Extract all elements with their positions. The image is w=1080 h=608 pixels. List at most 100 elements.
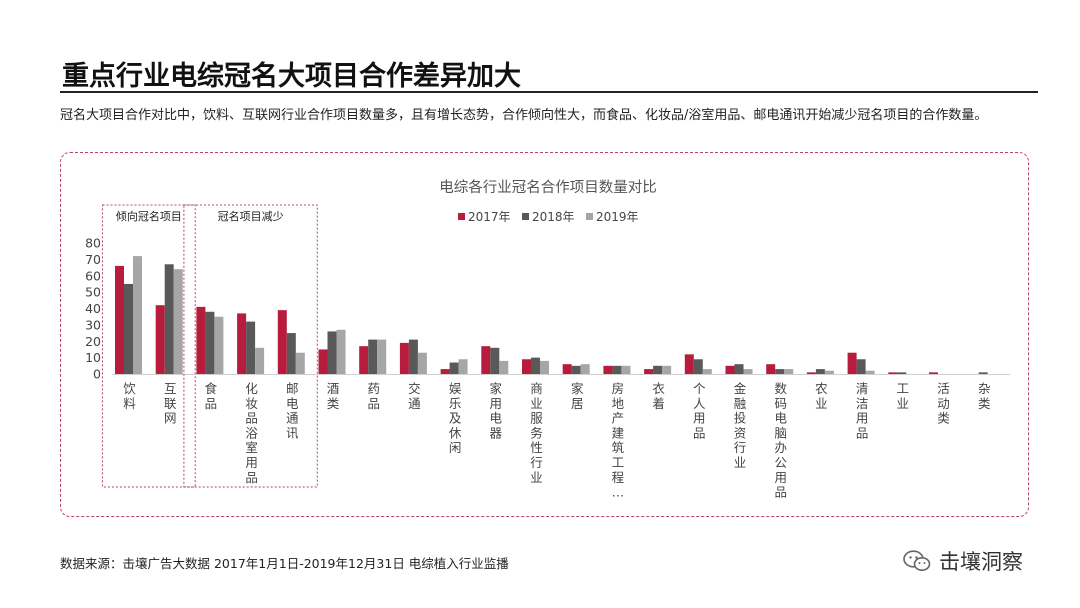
x-tick-label-数码电脑办公用品: 数码电脑办公用品 [774, 381, 787, 500]
x-tick-label-工业: 工业 [897, 381, 910, 411]
bar-2019年-家居 [580, 364, 590, 374]
bar-2018年-酒类 [327, 331, 337, 374]
x-tick-label-娱乐及休闲: 娱乐及休闲 [449, 381, 462, 455]
x-tick-label-化妆品浴室用品: 化妆品浴室用品 [245, 381, 258, 485]
bar-2019年-娱乐及休闲 [458, 359, 468, 374]
page-title: 重点行业电综冠名大项目合作差异加大 [62, 61, 521, 92]
bar-2017年-清洁用品 [847, 352, 857, 374]
bar-2017年-房地产建筑工程… [603, 365, 613, 374]
y-tick-label: 30 [85, 317, 101, 332]
legend-label-2017年: 2017年 [468, 210, 511, 224]
y-tick-label: 60 [85, 268, 101, 283]
y-tick-label: 70 [85, 252, 101, 267]
bar-2019年-饮料 [133, 256, 142, 374]
bar-2018年-衣着 [653, 365, 663, 374]
brand-name: 击壤洞察 [939, 550, 1023, 574]
bar-2017年-衣着 [644, 369, 654, 374]
bar-2017年-娱乐及休闲 [440, 369, 450, 374]
x-tick-label-农业: 农业 [815, 381, 828, 411]
bar-2018年-数码电脑办公用品 [775, 369, 785, 374]
x-tick-label-家用电器: 家用电器 [490, 381, 503, 440]
bar-2019年-农业 [824, 370, 834, 374]
bar-2018年-互联网 [164, 264, 174, 374]
data-source-note: 数据来源：击壤广告大数据 2017年1月1日-2019年12月31日 电综植入行… [60, 556, 509, 571]
x-tick-label-商业服务性行业: 商业服务性行业 [530, 381, 543, 485]
bar-2018年-房地产建筑工程… [612, 365, 622, 374]
x-tick-label-家居: 家居 [571, 381, 584, 411]
bar-2018年-药品 [368, 339, 378, 374]
bar-2017年-食品 [196, 306, 206, 374]
x-tick-label-饮料: 饮料 [123, 381, 136, 411]
bar-2018年-家居 [571, 365, 581, 374]
bar-2018年-杂类 [978, 372, 988, 374]
bar-2019年-家用电器 [499, 360, 509, 374]
bar-2017年-家用电器 [481, 346, 491, 374]
bar-2017年-工业 [888, 372, 898, 374]
page-subtitle: 冠名大项目合作对比中，饮料、互联网行业合作项目数量多，且有增长态势，合作倾向性大… [60, 108, 988, 123]
bar-2017年-酒类 [318, 349, 328, 374]
x-tick-label-食品: 食品 [205, 381, 218, 411]
bar-2018年-交通 [408, 339, 418, 374]
legend-swatch-2019年 [586, 213, 593, 220]
bar-2019年-食品 [214, 316, 224, 374]
bar-2019年-酒类 [336, 329, 346, 374]
bar-2017年-数码电脑办公用品 [766, 364, 776, 374]
x-tick-label-酒类: 酒类 [327, 381, 340, 411]
annotation-label: 倾向冠名项目 [116, 209, 182, 223]
bar-2017年-邮电通讯 [277, 310, 287, 374]
annotation-label: 冠名项目减少 [218, 209, 284, 223]
bar-2019年-清洁用品 [865, 370, 875, 374]
bar-2017年-商业服务性行业 [522, 359, 531, 374]
annotation-box [102, 204, 196, 488]
x-tick-label-活动类: 活动类 [937, 381, 950, 426]
wechat-icon [903, 550, 931, 571]
bar-2019年-商业服务性行业 [540, 360, 549, 374]
bar-2018年-饮料 [124, 283, 133, 374]
x-tick-label-衣着: 衣着 [652, 381, 665, 411]
x-tick-label-房地产建筑工程…: 房地产建筑工程… [612, 381, 625, 500]
x-tick-label-金融投资行业: 金融投资行业 [734, 381, 747, 470]
legend-swatch-2017年 [458, 213, 465, 220]
bar-2018年-工业 [897, 372, 907, 374]
bar-2018年-清洁用品 [856, 359, 866, 374]
annotation-box [183, 204, 318, 488]
x-tick-label-药品: 药品 [367, 381, 380, 411]
y-tick-label: 10 [85, 350, 101, 365]
y-tick-label: 40 [85, 301, 101, 316]
x-tick-label-交通: 交通 [408, 381, 421, 411]
bar-2019年-药品 [377, 339, 387, 374]
y-tick-label: 80 [85, 236, 101, 251]
bar-2019年-个人用品 [702, 369, 712, 374]
bar-2019年-房地产建筑工程… [621, 365, 631, 374]
bar-2019年-邮电通讯 [295, 352, 305, 374]
legend-swatch-2018年 [522, 213, 529, 220]
x-tick-label-互联网: 互联网 [164, 381, 177, 426]
x-tick-label-杂类: 杂类 [978, 381, 991, 411]
bar-2017年-饮料 [115, 265, 124, 374]
bar-2017年-农业 [806, 372, 816, 374]
x-tick-label-邮电通讯: 邮电通讯 [286, 381, 299, 440]
y-tick-label: 0 [93, 367, 101, 382]
x-tick-label-个人用品: 个人用品 [693, 381, 706, 440]
brand-mark: 击壤洞察 [903, 546, 1023, 576]
bar-2017年-活动类 [929, 372, 938, 374]
y-tick-label: 20 [85, 334, 101, 349]
chart-title: 电综各行业冠名合作项目数量对比 [439, 179, 657, 196]
bar-2018年-金融投资行业 [734, 364, 744, 374]
bar-2017年-药品 [359, 346, 369, 374]
y-tick-label: 50 [85, 285, 101, 300]
bar-2017年-家居 [562, 364, 572, 374]
bar-2019年-互联网 [173, 269, 183, 374]
x-tick-label-清洁用品: 清洁用品 [856, 381, 869, 440]
bar-2017年-金融投资行业 [725, 365, 735, 374]
bar-2019年-化妆品浴室用品 [255, 347, 265, 374]
chart-frame [60, 152, 1029, 517]
bar-2018年-娱乐及休闲 [449, 362, 459, 374]
bar-2019年-衣着 [662, 365, 672, 374]
bar-2017年-交通 [399, 342, 409, 374]
bar-2017年-化妆品浴室用品 [237, 313, 247, 374]
bar-2018年-家用电器 [490, 347, 500, 374]
title-divider [60, 91, 1038, 93]
bar-2019年-交通 [417, 352, 427, 374]
